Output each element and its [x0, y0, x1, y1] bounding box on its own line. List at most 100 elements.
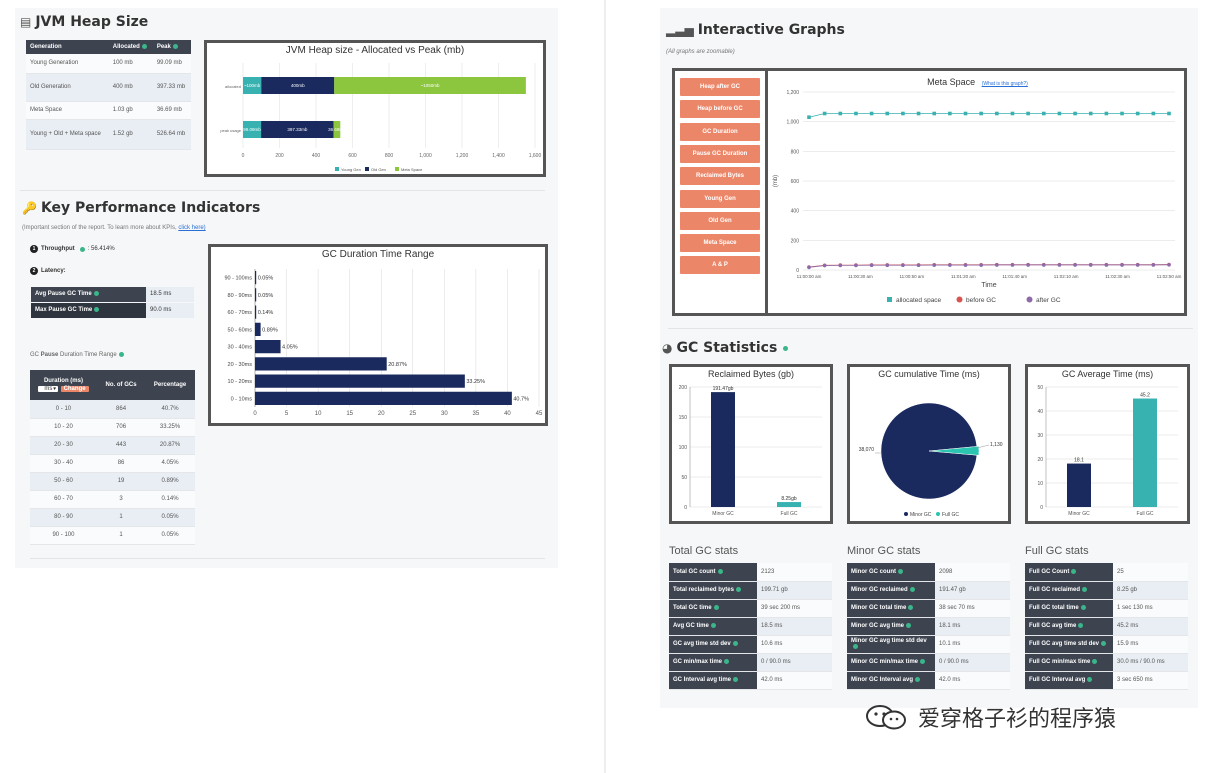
stats-row: Minor GC Interval avg 42.0 ms: [847, 671, 1010, 690]
x-tick-label: 0: [253, 411, 257, 417]
x-tick-label: 0: [242, 153, 245, 159]
table-cell: 0 - 10: [30, 400, 97, 419]
bar-label: 33.25%: [466, 379, 485, 385]
x-tick-label: 11:02:50 am: [1157, 274, 1182, 279]
row-label: allocated: [225, 84, 241, 89]
info-icon[interactable]: [717, 568, 723, 574]
info-icon[interactable]: [906, 622, 912, 628]
minor-stats-table: Minor GC count 2098 Minor GC reclaimed 191.…: [847, 563, 1010, 690]
graph-button-heap-after-gc[interactable]: Heap after GC: [680, 78, 760, 96]
y-tick-label: 0: [684, 505, 687, 511]
graph-button-reclaimed-bytes[interactable]: Reclaimed Bytes: [680, 167, 760, 186]
pie-slice: [880, 402, 978, 500]
table-cell: 526.64 mb: [152, 119, 191, 150]
stats-value: 0 / 90.0 ms: [757, 653, 832, 672]
table-cell: 706: [96, 418, 146, 437]
info-icon[interactable]: [915, 676, 921, 682]
data-point: [916, 263, 921, 268]
x-tick-label: 11:02:30 am: [1105, 274, 1130, 279]
info-icon[interactable]: [732, 640, 738, 646]
info-icon[interactable]: [735, 586, 741, 592]
info-icon[interactable]: [909, 586, 915, 592]
stats-value: 38 sec 70 ms: [935, 599, 1010, 618]
table-cell: 864: [96, 400, 146, 419]
range-title: GC Pause Duration Time Range: [30, 352, 124, 358]
legend-label: Full GC: [942, 512, 959, 518]
stats-value: 39 sec 200 ms: [757, 599, 832, 618]
max-pause-row: Max Pause GC Time 90.0 ms: [31, 303, 194, 318]
info-icon[interactable]: [853, 643, 858, 649]
table-cell: 443: [96, 436, 146, 455]
bar-label: 191.47gb: [713, 386, 734, 392]
info-icon[interactable]: [710, 622, 716, 628]
info-icon[interactable]: [1087, 676, 1093, 682]
stats-key: Full GC min/max time: [1025, 653, 1113, 672]
meta-space-svg[interactable]: 0 200 400 600 800 1,000 1,200 11:00:00 am 11:00:…: [767, 82, 1185, 312]
average-time-chart: GC Average Time (ms) 0 10 20 30 40 50 18.1 Mino…: [1025, 364, 1190, 524]
data-point: [1167, 263, 1171, 267]
kpi-help-link[interactable]: click here): [178, 225, 206, 231]
data-point: [1151, 263, 1156, 267]
table-row: 20 - 30 443 20.87%: [30, 436, 195, 455]
graph-button-young-gen[interactable]: Young Gen: [680, 189, 760, 208]
cumulative-svg: 1,130 38,070 Minor GC Full GC: [859, 402, 1003, 518]
wechat-logo-icon: [866, 705, 906, 730]
slice-label: 1,130: [990, 442, 1003, 448]
heap-chart-title: JVM Heap size - Allocated vs Peak (mb): [285, 45, 465, 56]
graph-button-meta-space[interactable]: Meta Space: [680, 234, 760, 253]
col-no-of-gcs: No. of GCs: [96, 370, 146, 400]
legend-label: allocated space: [896, 297, 942, 304]
data-point: [854, 111, 858, 116]
info-icon[interactable]: [1082, 586, 1088, 592]
data-point: [1057, 111, 1062, 116]
y-tick-label: 20: [1037, 457, 1043, 463]
info-icon[interactable]: [713, 604, 719, 610]
graph-button-heap-before-gc[interactable]: Heap before GC: [680, 100, 760, 119]
info-icon[interactable]: [79, 246, 85, 252]
info-icon[interactable]: [783, 345, 789, 351]
graph-button-gc-duration[interactable]: GC Duration: [680, 122, 760, 141]
info-icon[interactable]: [1071, 568, 1077, 574]
cumulative-title: GC cumulative Time (ms): [878, 369, 980, 379]
x-tick-label: 1,000: [419, 153, 432, 159]
graph-button-pause-gc-duration[interactable]: Pause GC Duration: [680, 144, 760, 163]
stats-key: Minor GC avg time std dev: [847, 635, 935, 654]
info-icon[interactable]: [898, 568, 903, 574]
info-icon[interactable]: [93, 290, 99, 296]
info-icon[interactable]: [920, 658, 926, 664]
info-icon[interactable]: [118, 352, 124, 357]
info-icon[interactable]: [94, 306, 100, 312]
info-icon[interactable]: [1078, 622, 1084, 628]
stats-key: Full GC reclaimed: [1025, 581, 1113, 600]
info-icon[interactable]: [724, 658, 730, 664]
stats-row: Minor GC reclaimed 191.47 gb: [847, 581, 1010, 600]
legend-swatch: [936, 512, 940, 516]
series-line: [808, 113, 1169, 118]
duration-bar: [255, 340, 281, 354]
table-cell: 100 mb: [108, 54, 153, 74]
info-icon[interactable]: [172, 43, 178, 49]
info-icon[interactable]: [1092, 658, 1098, 664]
data-point: [822, 111, 827, 116]
stats-value: 10.1 ms: [935, 635, 1010, 654]
graph-button-a-p[interactable]: A & P: [680, 256, 760, 275]
stats-value: 0 / 90.0 ms: [935, 653, 1010, 672]
table-cell: 400 mb: [108, 73, 153, 102]
table-cell: 90 - 100: [30, 526, 97, 545]
stats-key: Full GC Count: [1025, 563, 1113, 582]
info-icon[interactable]: [908, 604, 914, 610]
info-icon[interactable]: [1101, 640, 1107, 646]
data-point: [916, 111, 921, 116]
info-icon[interactable]: [1080, 604, 1086, 610]
x-tick-label: 45: [536, 411, 543, 417]
info-icon[interactable]: [141, 43, 147, 49]
change-button[interactable]: Change: [60, 386, 89, 392]
chevron-down-icon: ▾: [53, 386, 56, 392]
info-icon[interactable]: [733, 676, 739, 682]
what-is-this-link[interactable]: (What is this graph?): [981, 81, 1028, 87]
unit-select[interactable]: ms: [38, 386, 59, 392]
data-point: [1104, 263, 1109, 267]
graph-button-old-gen[interactable]: Old Gen: [680, 211, 760, 230]
data-point: [948, 111, 952, 116]
x-tick-label: 15: [346, 411, 353, 417]
